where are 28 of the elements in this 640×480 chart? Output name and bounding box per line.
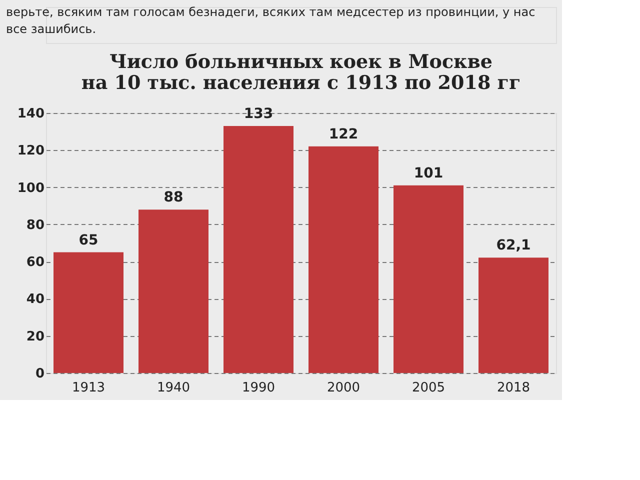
y-tick-label: 80 (26, 218, 44, 233)
chart-title: Число больничных коек в Москве на 10 тыс. населения с 1913 по 2018 гг (81, 51, 521, 94)
data-label: 88 (164, 190, 184, 206)
y-tick-label: 40 (26, 292, 44, 308)
data-label: 133 (244, 106, 274, 122)
bar (54, 252, 124, 373)
x-tick-label: 1940 (156, 380, 190, 396)
y-tick-label: 140 (17, 106, 44, 122)
bar (224, 126, 294, 373)
y-tick-label: 60 (26, 255, 44, 270)
data-label: 122 (328, 126, 358, 142)
bar (138, 210, 208, 373)
x-tick-label: 1913 (72, 380, 106, 396)
y-tick-label: 100 (17, 180, 44, 196)
y-tick-label: 20 (26, 329, 44, 344)
x-tick-label: 2018 (496, 380, 530, 396)
y-tick-label: 120 (17, 144, 44, 159)
x-tick-label: 2005 (412, 380, 446, 396)
data-label: 101 (414, 165, 444, 182)
x-tick-label: 2000 (326, 380, 360, 396)
data-label: 65 (78, 232, 98, 248)
data-label: 62,1 (496, 238, 531, 254)
y-tick-label: 0 (35, 366, 44, 382)
text: верьте, всяким там голосам безнадеги, всяких там медсестер из провинции, у нас все зашибись. (6, 5, 536, 36)
x-tick-label: 1990 (242, 380, 276, 396)
bar (308, 146, 378, 373)
bar (478, 258, 548, 373)
bar (394, 185, 464, 373)
